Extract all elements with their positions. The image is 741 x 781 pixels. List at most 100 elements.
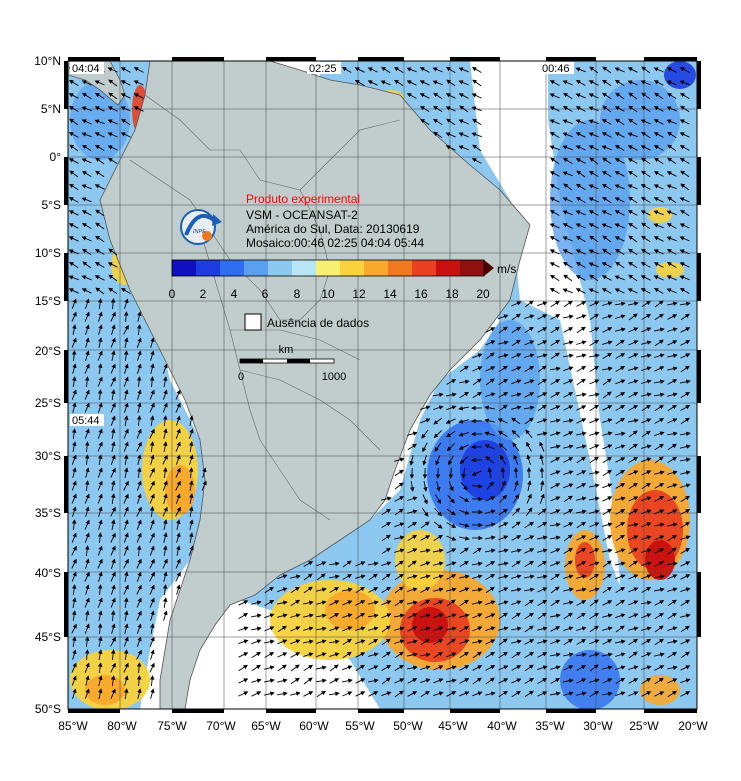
colorbar-cell <box>436 260 461 276</box>
wind-arrow <box>471 67 482 73</box>
wind-arrow <box>562 119 573 125</box>
lat-label: 30°S <box>35 449 61 463</box>
wind-arrow <box>575 158 586 164</box>
wind-arrow <box>563 327 574 333</box>
wind-arrow <box>589 404 599 412</box>
graticule <box>68 61 697 709</box>
longitude-labels: 85°W 80°W 75°W 70°W 65°W 60°W 55°W 50°W … <box>58 719 708 733</box>
wind-arrow <box>484 522 496 527</box>
wind-arrow <box>81 210 92 216</box>
wind-arrow <box>576 535 587 541</box>
wind-arrow <box>68 197 79 203</box>
wind-arrow <box>563 522 574 528</box>
wind-arrow <box>136 337 142 348</box>
wind-arrow <box>602 444 613 450</box>
wind-arrow <box>407 534 418 541</box>
wind-arrow <box>641 327 652 333</box>
wind-arrow <box>123 363 129 374</box>
wind-arrow <box>136 441 142 452</box>
wind-arrow <box>407 574 418 579</box>
wind-arrow <box>459 547 469 555</box>
wind-arrow <box>667 547 677 555</box>
wind-arrow <box>524 340 535 346</box>
lat-label: 5°S <box>42 198 61 212</box>
wind-arrow <box>448 481 454 492</box>
wind-arrow <box>576 366 587 372</box>
wind-arrow <box>511 429 521 438</box>
pass-time-label: 04:04 <box>72 63 100 75</box>
wind-arrow <box>136 532 142 543</box>
wind-arrow <box>589 431 600 436</box>
wind-arrow <box>407 496 418 501</box>
wind-arrow <box>550 379 561 385</box>
wind-arrow <box>458 444 469 450</box>
wind-arrow <box>653 288 664 294</box>
colorbar-cell <box>364 260 389 276</box>
wind-arrow <box>459 365 469 373</box>
colorbar-tick: 20 <box>476 287 490 301</box>
wind-arrow <box>162 363 168 374</box>
wind-arrow <box>71 454 77 465</box>
wind-arrow <box>562 236 573 242</box>
lat-label: 10°N <box>34 54 61 68</box>
wind-arrow <box>72 402 77 414</box>
colorbar-cell <box>172 260 197 276</box>
wind-arrow <box>575 235 586 242</box>
wind-arrow <box>641 496 652 502</box>
wind-arrow <box>446 79 456 87</box>
wind-arrow <box>667 496 678 502</box>
wind-arrow <box>653 210 664 216</box>
wind-arrow <box>123 376 129 387</box>
wind-arrow <box>576 470 587 476</box>
wind-arrow <box>68 79 79 86</box>
wind-arrow <box>108 79 118 87</box>
wind-arrow <box>679 158 690 164</box>
wind-arrow <box>432 67 443 73</box>
wind-arrow <box>136 376 142 388</box>
wind-arrow <box>120 93 131 99</box>
wind-arrow <box>602 301 613 306</box>
wind-arrow <box>433 534 444 541</box>
wind-arrow <box>562 171 573 177</box>
wind-arrow <box>589 561 600 566</box>
wind-arrow <box>110 402 116 413</box>
wind-arrow <box>111 324 116 335</box>
wind-arrow <box>381 508 391 516</box>
wind-arrow <box>550 522 561 528</box>
wind-arrow <box>446 392 457 397</box>
wind-arrow <box>563 392 574 398</box>
wind-arrow <box>149 493 155 504</box>
wind-arrow <box>549 119 560 125</box>
wind-arrow <box>628 418 639 423</box>
wind-arrow <box>68 158 79 164</box>
wind-arrow <box>654 92 664 100</box>
wind-arrow <box>614 236 625 242</box>
wind-arrow <box>420 535 431 541</box>
wind-arrow <box>98 506 103 517</box>
wind-arrow <box>485 378 495 386</box>
wind-arrow <box>163 376 168 387</box>
wind-arrow <box>601 275 612 281</box>
wind-arrow <box>537 418 548 424</box>
wind-arrow <box>149 376 155 388</box>
wind-arrow <box>85 350 90 361</box>
wind-arrow <box>446 443 455 452</box>
wind-arrow <box>97 480 103 491</box>
wind-arrow <box>563 274 573 282</box>
wind-arrow <box>433 574 444 579</box>
wind-arrow <box>110 467 116 478</box>
lat-label: 35°S <box>35 506 61 520</box>
wind-arrow <box>175 480 181 491</box>
wind-arrow <box>123 454 129 465</box>
wind-arrow <box>628 560 638 568</box>
wind-arrow <box>81 170 92 177</box>
wind-arrow <box>111 350 116 361</box>
wind-arrow <box>628 470 639 476</box>
wind-arrow <box>550 470 561 476</box>
wind-arrow <box>680 105 690 113</box>
wind-arrow <box>526 441 532 452</box>
wind-arrow <box>589 353 600 358</box>
wind-arrow <box>108 248 118 256</box>
wind-arrow <box>550 274 560 282</box>
wind-arrow <box>575 249 586 255</box>
